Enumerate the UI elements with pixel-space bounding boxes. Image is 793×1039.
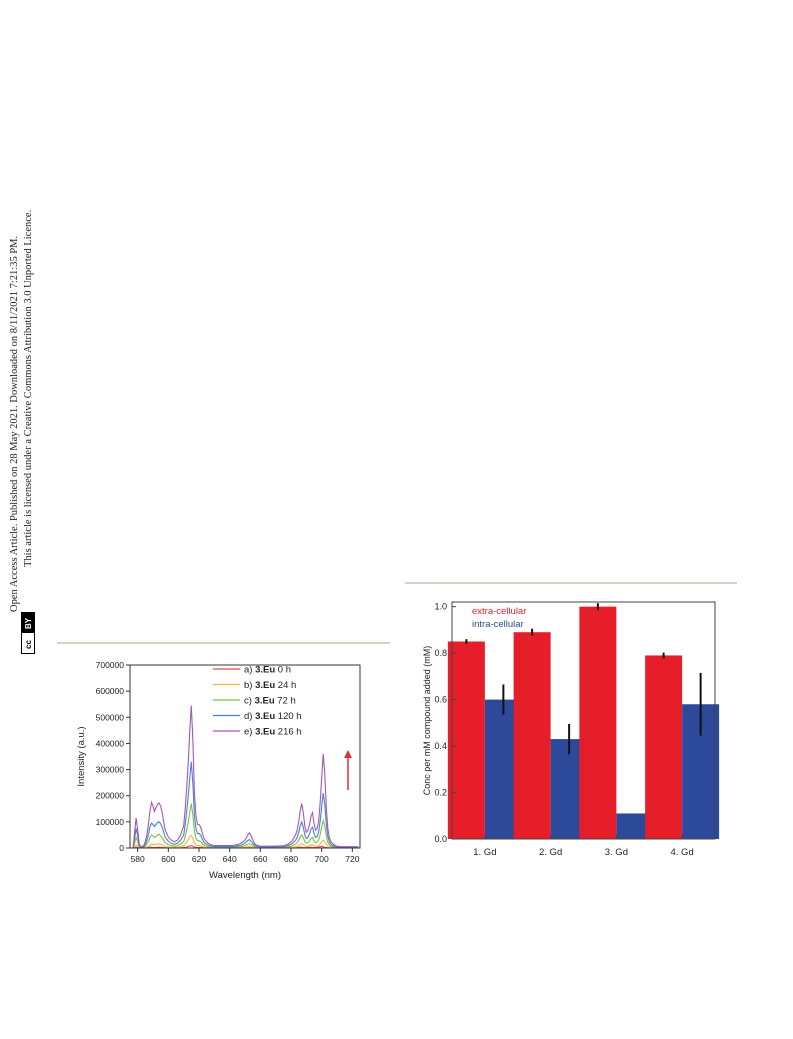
emission-spectrum-chart: 580 600 620 640 660 680 700 720 0 100000 200000 300…: [76, 660, 361, 881]
bar-extra-1: [447, 641, 485, 839]
y-tick-label: 500000: [96, 712, 125, 722]
legend-label: c) 3.Eu 72 h: [244, 696, 296, 707]
legend-label: d) 3.Eu 120 h: [244, 711, 302, 722]
x-axis-label: Wavelength (nm): [209, 870, 281, 881]
y-tick-label: 0.0: [434, 834, 447, 844]
series-line-5: [132, 705, 359, 849]
by-badge-label: BY: [24, 617, 33, 629]
plot-frame: [129, 664, 361, 849]
y-axis-label: Conc per mM compound added (mM): [422, 646, 432, 796]
x-tick-label: 600: [161, 854, 175, 864]
category-label: 2. Gd: [539, 847, 562, 858]
legend-label: b) 3.Eu 24 h: [244, 680, 296, 691]
series-line-4: [132, 761, 359, 849]
x-tick-label: 680: [284, 854, 298, 864]
category-label: 3. Gd: [605, 847, 628, 858]
series-line-3: [132, 803, 359, 849]
y-tick-label: 600000: [96, 686, 125, 696]
divider-right: [405, 582, 737, 584]
bar-extra-2: [513, 632, 551, 839]
x-tick-label: 580: [131, 854, 145, 864]
arrow-up-icon: [344, 750, 352, 758]
legend-label: a) 3.Eu 0 h: [244, 665, 291, 676]
x-tick-label: 700: [315, 854, 329, 864]
spectrum-legend: a) 3.Eu 0 h b) 3.Eu 24 h c) 3.Eu 72 h d) 3.…: [213, 665, 302, 738]
cc-by-badge-icon[interactable]: cc BY: [21, 612, 35, 654]
x-tick-label: 640: [223, 854, 237, 864]
x-tick-label: 620: [192, 854, 206, 864]
y-tick-label: 300000: [96, 765, 125, 775]
category-label: 4. Gd: [671, 847, 694, 858]
y-axis-label: Intensity (a.u.): [76, 726, 87, 786]
legend-label: extra-cellular: [472, 606, 526, 617]
y-tick-label: 0.6: [434, 695, 447, 705]
bar-extra-4: [645, 655, 683, 839]
license-line-1: Open Access Article. Published on 28 May…: [9, 236, 20, 612]
gd-concentration-bar-chart: 1. Gd 2. Gd 3. Gd 4. Gd 0.0 0.2 0.4 0.6 0.8 1.0 Co…: [422, 601, 720, 858]
y-tick-label: 0: [119, 843, 124, 853]
category-label: 1. Gd: [473, 847, 496, 858]
side-note-svg: Open Access Article. Published on 28 May…: [9, 210, 35, 654]
y-tick-label: 0.2: [434, 788, 447, 798]
side-license-note: Open Access Article. Published on 28 May…: [0, 0, 60, 700]
y-tick-label: 700000: [96, 660, 125, 670]
y-tick-label: 0.8: [434, 648, 447, 658]
license-line-2: This article is licensed under a Creativ…: [23, 210, 34, 567]
bar-extra-3: [579, 606, 617, 839]
y-tick-label: 0.4: [434, 741, 447, 751]
legend-label: e) 3.Eu 216 h: [244, 727, 302, 738]
x-tick-label: 720: [345, 854, 359, 864]
legend-label: intra-cellular: [472, 619, 524, 630]
cc-badge-label: cc: [24, 640, 33, 649]
increase-arrow: [344, 750, 352, 790]
y-tick-label: 1.0: [434, 602, 447, 612]
x-tick-label: 660: [253, 854, 267, 864]
y-tick-label: 200000: [96, 791, 125, 801]
divider-left: [57, 642, 390, 644]
y-tick-label: 100000: [96, 817, 125, 827]
y-tick-label: 400000: [96, 738, 125, 748]
plot-frame: [451, 601, 716, 840]
